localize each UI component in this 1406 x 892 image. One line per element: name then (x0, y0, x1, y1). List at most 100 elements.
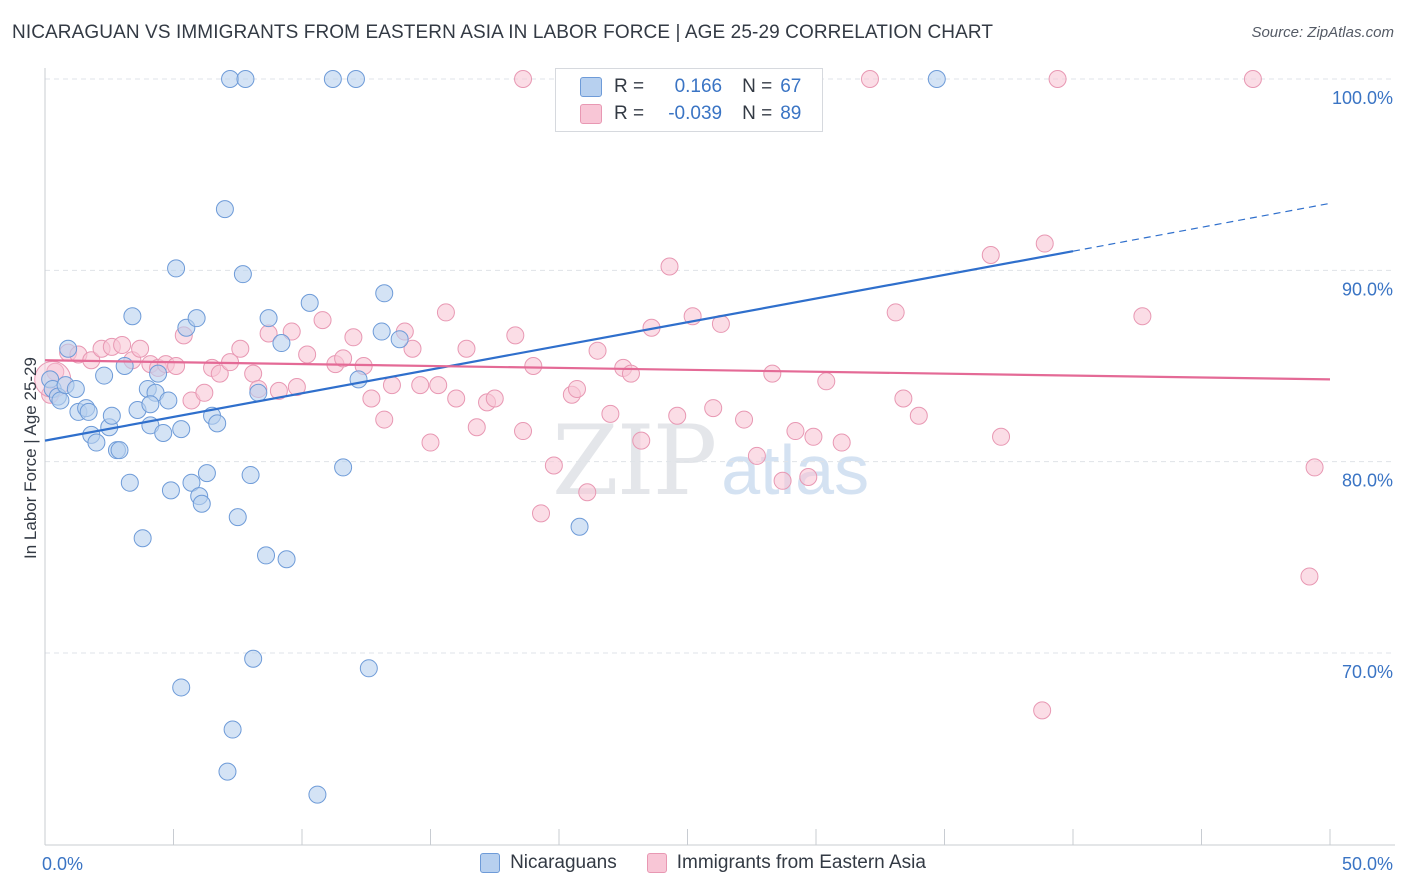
pink-point (747, 446, 766, 465)
trend-line-eastern-asia (44, 359, 1331, 381)
pink-point (210, 364, 229, 383)
trend-line-nicaraguans (44, 250, 1074, 442)
blue-point (95, 366, 114, 385)
legend-swatch-pink (646, 853, 667, 873)
series-legend-nicaraguans[interactable]: Nicaraguans (480, 852, 617, 874)
legend-swatch-blue (480, 853, 501, 873)
pink-point (457, 339, 476, 358)
legend-n-label: N = (742, 103, 773, 124)
pink-point (421, 433, 440, 452)
legend-swatch-pink (580, 104, 602, 124)
pink-point (981, 246, 1000, 265)
pink-point (894, 389, 913, 408)
pink-point (334, 349, 353, 368)
pink-point (588, 341, 607, 360)
pink-point (886, 303, 905, 322)
pink-point (668, 406, 687, 425)
blue-point (149, 364, 168, 383)
blue-point (192, 494, 211, 513)
pink-point (344, 328, 363, 347)
blue-point (79, 402, 98, 421)
axis-layer (44, 68, 1395, 846)
pink-point (113, 335, 132, 354)
pink-point (773, 471, 792, 490)
pink-point (382, 376, 401, 395)
blue-point (277, 550, 296, 569)
pink-point (506, 326, 525, 345)
blue-point (375, 284, 394, 303)
series-legend-eastern-asia[interactable]: Immigrants from Eastern Asia (646, 852, 926, 874)
pink-point (514, 422, 533, 441)
x-tick-label: 50.0% (1342, 854, 1393, 874)
blue-point (570, 517, 589, 536)
blue-point (51, 391, 70, 410)
pink-point (735, 410, 754, 429)
grid-layer (45, 78, 1395, 654)
blue-point (87, 433, 106, 452)
pink-point (298, 345, 317, 364)
blue-point (159, 391, 178, 410)
pink-point (282, 322, 301, 341)
blue-point (172, 420, 191, 439)
pink-point (860, 70, 879, 88)
source-label: Source: ZipAtlas.com (1251, 24, 1394, 41)
pink-point (411, 376, 430, 395)
y-tick-label: 90.0% (1342, 279, 1393, 299)
blue-series-points (41, 70, 946, 804)
blue-point (123, 307, 142, 326)
blue-point (249, 383, 268, 402)
legend-n-label: N = (742, 76, 773, 97)
pink-point (1305, 458, 1324, 477)
pink-point (524, 357, 543, 375)
legend-swatch-blue (580, 77, 602, 97)
blue-point (154, 423, 173, 442)
blue-point (59, 339, 78, 358)
blue-point (359, 659, 378, 678)
pink-point (1048, 70, 1067, 88)
series-legend-label: Nicaraguans (510, 852, 617, 873)
pink-point (532, 504, 551, 523)
blue-point (167, 259, 186, 278)
blue-point (102, 406, 121, 425)
pink-point (567, 379, 586, 398)
chart-title: NICARAGUAN VS IMMIGRANTS FROM EASTERN AS… (12, 22, 994, 43)
blue-point (927, 70, 946, 88)
y-tick-label: 100.0% (1332, 88, 1393, 108)
pink-point (704, 399, 723, 418)
blue-point (187, 309, 206, 328)
trend-line-nicaraguans-extension (1072, 202, 1331, 252)
legend-r-label: R = (614, 76, 645, 97)
legend-n-value: 89 (780, 103, 802, 124)
blue-point (141, 395, 160, 414)
pink-point (804, 427, 823, 446)
series-legend: Nicaraguans Immigrants from Eastern Asia (0, 852, 1406, 874)
blue-point (133, 529, 152, 548)
pink-point (1035, 234, 1054, 253)
blue-point (161, 481, 180, 500)
pink-point (799, 467, 818, 486)
pink-point (403, 339, 422, 358)
pink-point (832, 433, 851, 452)
pink-point (447, 389, 466, 408)
legend-n-value: 67 (780, 76, 802, 97)
blue-point (257, 546, 276, 565)
y-tick-label: 80.0% (1342, 471, 1393, 491)
pink-point (514, 70, 533, 88)
x-tick-label: 0.0% (42, 854, 83, 874)
pink-point (287, 378, 306, 397)
pink-point (1033, 701, 1052, 720)
series-legend-label: Immigrants from Eastern Asia (676, 852, 926, 873)
watermark-zip: ZIP (552, 405, 717, 517)
blue-point (346, 70, 365, 88)
blue-point (233, 265, 252, 284)
blue-point (259, 309, 278, 328)
blue-point (244, 649, 263, 668)
blue-point (241, 466, 260, 485)
pink-point (195, 383, 214, 402)
blue-point (218, 762, 237, 781)
pink-point (1300, 567, 1319, 586)
pink-point (621, 364, 640, 383)
blue-point (228, 508, 247, 527)
y-tick-label: 70.0% (1342, 662, 1393, 682)
